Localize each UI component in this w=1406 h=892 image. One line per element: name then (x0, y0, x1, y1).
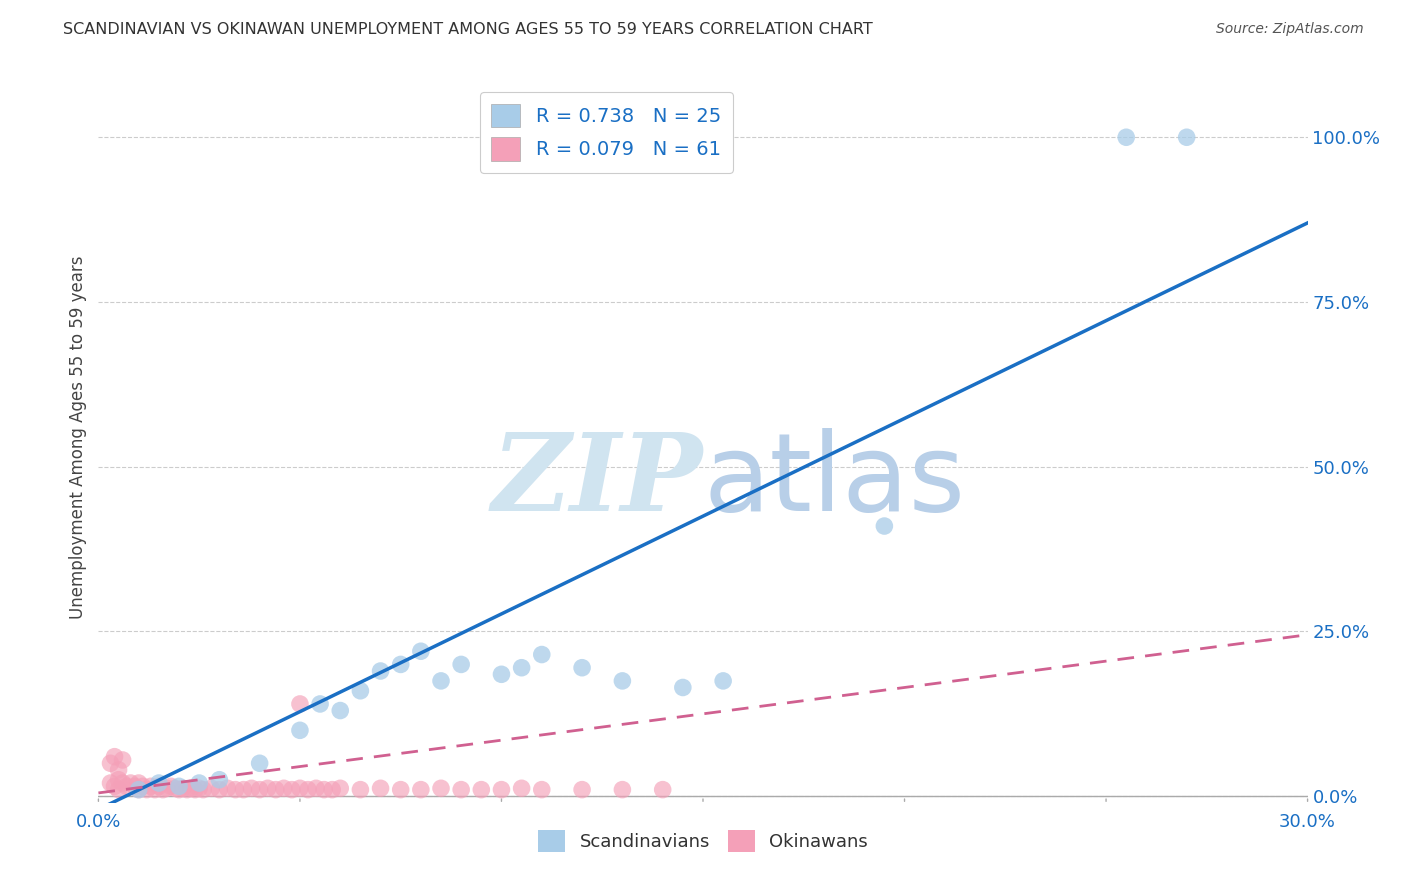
Point (281, 782, 304, 797)
Point (100, 776, 122, 790)
Point (297, 782, 319, 797)
Point (249, 782, 271, 797)
Point (188, 781, 211, 796)
Point (288, 697, 311, 711)
Point (309, 697, 332, 711)
Point (128, 782, 150, 797)
Point (249, 756, 271, 771)
Point (370, 664, 392, 678)
Point (208, 772, 231, 787)
Point (510, 661, 533, 675)
Point (160, 780, 183, 794)
Text: atlas: atlas (703, 428, 965, 534)
Point (370, 781, 392, 796)
Point (107, 763, 129, 777)
Point (240, 781, 263, 796)
Point (188, 776, 211, 790)
Point (128, 782, 150, 797)
Point (139, 780, 162, 794)
Point (450, 657, 472, 672)
Point (120, 776, 142, 790)
Point (389, 657, 412, 672)
Point (103, 749, 125, 764)
Point (305, 781, 328, 796)
Point (470, 782, 492, 797)
Point (288, 723, 311, 738)
Point (128, 776, 150, 790)
Point (651, 782, 673, 797)
Point (389, 782, 412, 797)
Point (135, 782, 157, 797)
Point (409, 782, 432, 797)
Point (163, 781, 186, 796)
Legend: Scandinavians, Okinawans: Scandinavians, Okinawans (530, 823, 876, 860)
Point (184, 782, 207, 797)
Point (314, 782, 336, 797)
Point (107, 772, 129, 787)
Point (321, 782, 343, 797)
Point (232, 782, 254, 797)
Point (217, 781, 239, 796)
Point (612, 782, 634, 797)
Point (180, 781, 202, 796)
Point (1175, 130, 1198, 145)
Text: SCANDINAVIAN VS OKINAWAN UNEMPLOYMENT AMONG AGES 55 TO 59 YEARS CORRELATION CHAR: SCANDINAVIAN VS OKINAWAN UNEMPLOYMENT AM… (63, 22, 873, 37)
Point (148, 780, 170, 794)
Point (100, 756, 122, 771)
Point (167, 780, 190, 794)
Point (176, 782, 198, 797)
Point (510, 781, 533, 796)
Y-axis label: Unemployment Among Ages 55 to 59 years: Unemployment Among Ages 55 to 59 years (69, 255, 87, 619)
Point (430, 781, 453, 796)
Point (224, 782, 246, 797)
Point (273, 781, 295, 796)
Point (152, 782, 174, 797)
Point (111, 753, 134, 767)
Point (450, 782, 472, 797)
Point (115, 780, 138, 794)
Point (349, 683, 371, 698)
Point (124, 780, 146, 794)
Point (156, 781, 179, 796)
Point (329, 781, 352, 796)
Point (200, 781, 222, 796)
Point (612, 673, 634, 688)
Point (571, 661, 593, 675)
Point (107, 782, 129, 797)
Point (873, 519, 896, 533)
Point (530, 782, 553, 797)
Point (288, 781, 311, 796)
Point (711, 673, 734, 688)
Point (329, 704, 352, 718)
Point (172, 781, 194, 796)
Text: ZIP: ZIP (492, 428, 703, 534)
Point (256, 781, 278, 796)
Point (132, 780, 155, 794)
Point (349, 782, 371, 797)
Point (143, 782, 166, 797)
Point (193, 782, 215, 797)
Point (167, 782, 190, 797)
Point (571, 782, 593, 797)
Point (264, 782, 287, 797)
Point (111, 776, 134, 790)
Point (208, 782, 231, 797)
Point (103, 780, 125, 794)
Point (672, 681, 695, 695)
Point (491, 782, 513, 797)
Text: Source: ZipAtlas.com: Source: ZipAtlas.com (1216, 22, 1364, 37)
Point (530, 648, 553, 662)
Point (409, 644, 432, 658)
Point (148, 776, 170, 790)
Point (1115, 130, 1137, 145)
Point (491, 667, 513, 681)
Point (430, 673, 453, 688)
